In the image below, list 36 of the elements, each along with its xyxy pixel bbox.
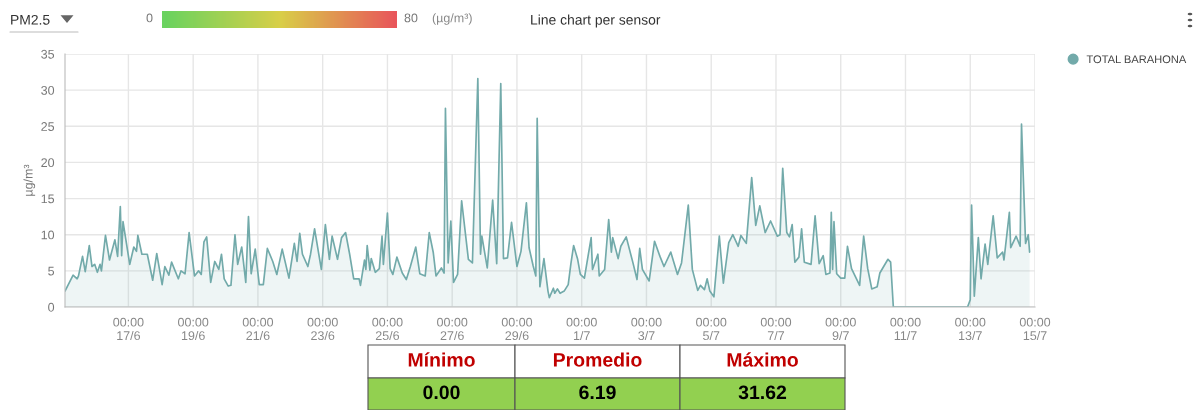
x-tick-label: 00:00 11/7 [890, 317, 921, 341]
text: Mínimo [408, 352, 475, 367]
x-tick-label: 00:00 13/7 [955, 317, 986, 341]
y-axis-title: µg/m³ [23, 164, 36, 196]
x-tick-label: 00:00 29/6 [501, 317, 533, 341]
x-tick-label: 00:00 17/6 [113, 317, 144, 341]
x-tick-label: 00:00 21/6 [242, 317, 274, 341]
x-tick-label: 00:00 7/7 [760, 317, 792, 341]
chart-title: Line chart per sensor [531, 14, 661, 28]
y-tick-label: 10 [41, 230, 55, 240]
y-tick-label: 20 [41, 158, 55, 168]
x-tick-label: 00:00 9/7 [825, 317, 856, 341]
x-tick-label: 00:00 25/6 [372, 317, 403, 341]
y-tick-label: 5 [48, 266, 55, 276]
x-tick-label: 00:00 5/7 [696, 317, 727, 341]
legend-label: TOTAL BARAHONA [1086, 55, 1187, 64]
text: 31.62 [738, 385, 787, 400]
text: 6.19 [579, 385, 616, 400]
text: (µg/m³) [432, 13, 472, 25]
text: Promedio [553, 352, 642, 367]
x-tick-label: 00:00 3/7 [631, 317, 662, 341]
text: 0.00 [423, 385, 460, 400]
x-tick-label: 00:00 19/6 [178, 317, 209, 341]
x-tick-label: 00:00 27/6 [437, 317, 468, 341]
text: 0 [146, 13, 153, 23]
text: Máximo [727, 352, 798, 367]
y-tick-label: 35 [41, 49, 55, 59]
y-tick-label: 15 [41, 194, 55, 204]
y-tick-label: 25 [41, 122, 55, 131]
text: PM2.5 [11, 14, 50, 25]
x-tick-label: 00:00 1/7 [566, 317, 597, 341]
text: 80 [404, 13, 418, 23]
y-tick-label: 30 [41, 85, 55, 95]
x-tick-label: 00:00 15/7 [1019, 317, 1051, 341]
y-tick-label: 0 [48, 302, 55, 312]
x-tick-label: 00:00 23/6 [307, 317, 338, 341]
